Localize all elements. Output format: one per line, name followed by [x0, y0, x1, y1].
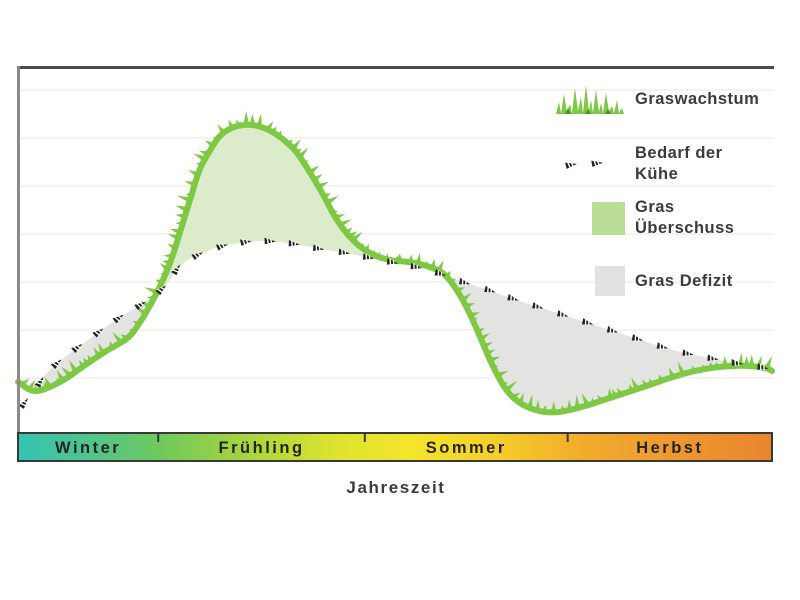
season-label-4: Herbst — [636, 439, 703, 457]
cow-track-mark — [155, 285, 167, 296]
cow-track-mark — [112, 314, 124, 324]
cow-track-mark — [458, 277, 471, 286]
cow-track-mark — [18, 398, 29, 409]
cow-track-mark — [338, 248, 350, 256]
gridlines — [19, 89, 773, 379]
cow-track-mark — [312, 244, 325, 252]
cow-track-mark — [362, 253, 375, 261]
cow-track-mark — [134, 301, 146, 311]
cow-track-mark — [656, 342, 669, 350]
cow-track-mark — [682, 349, 694, 357]
cow-track-mark — [434, 269, 446, 277]
cow-track-mark — [557, 310, 569, 318]
cow-track-mark — [606, 326, 619, 334]
cow-track-mark — [484, 285, 496, 294]
cow-tracks-icon — [545, 156, 625, 172]
cow-track-mark — [581, 318, 594, 326]
cow-track-mark — [631, 334, 644, 342]
cow-track-mark — [288, 239, 300, 247]
cow-track-mark — [92, 328, 104, 338]
cow-track-mark — [239, 238, 252, 246]
surplus-swatch — [545, 201, 625, 235]
cow-track-mark — [171, 264, 181, 276]
legend-item-gras-ueberschuss: Gras Überschuss — [545, 197, 767, 239]
legend-item-bedarf-der-kuehe: Bedarf der Kühe — [545, 143, 767, 185]
legend-label: Gras Defizit — [635, 271, 733, 290]
grass-growth-curve — [15, 110, 775, 416]
season-label-2: Frühling — [219, 439, 305, 457]
deficit-swatch — [545, 266, 625, 296]
legend-label: Graswachstum — [635, 89, 760, 108]
cow-track-mark — [532, 302, 544, 310]
cow-track-mark — [410, 262, 422, 270]
cow-track-mark — [191, 252, 204, 261]
gras-defizit-area — [446, 275, 762, 413]
season-label-3: Sommer — [426, 439, 507, 457]
grass-icon — [545, 82, 625, 116]
cow-track-mark — [215, 243, 228, 251]
season-ticks — [157, 434, 569, 442]
gras-ueberschuss-area — [157, 124, 445, 294]
season-labels: Winter Frühling Sommer Herbst — [55, 439, 703, 457]
cow-demand-track-line — [18, 237, 769, 409]
legend-label: Bedarf der Kühe — [635, 144, 723, 183]
x-axis-title: Jahreszeit — [346, 478, 445, 497]
shaded-regions — [34, 124, 762, 413]
cow-track-mark — [71, 343, 83, 353]
cow-track-mark — [731, 359, 744, 366]
cow-track-mark — [264, 237, 276, 245]
cow-track-mark — [507, 294, 519, 302]
chart-canvas: Winter Frühling Sommer Herbst Jahreszeit — [15, 66, 775, 497]
legend-label: Gras Überschuss — [635, 198, 735, 237]
cow-track-mark — [757, 363, 769, 371]
season-label-1: Winter — [55, 439, 121, 457]
gras-defizit-area — [34, 294, 156, 391]
legend-item-graswachstum: Graswachstum — [545, 82, 767, 116]
cow-track-mark — [50, 359, 62, 369]
cow-track-mark — [34, 376, 44, 388]
cow-track-mark — [386, 258, 399, 265]
cow-track-mark — [707, 354, 719, 362]
legend-item-gras-defizit: Gras Defizit — [545, 266, 767, 296]
season-gradient-bar — [17, 432, 773, 462]
